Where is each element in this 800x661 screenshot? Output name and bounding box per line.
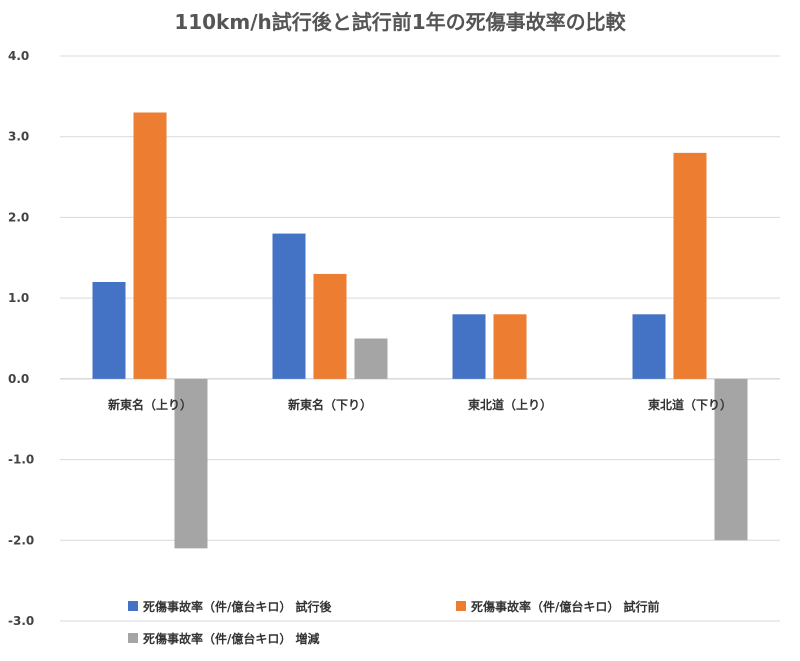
- bar: [92, 282, 126, 379]
- legend-label: 死傷事故率（件/億台キロ） 試行後: [143, 599, 333, 614]
- bar: [272, 233, 306, 379]
- gridlines: [60, 55, 780, 622]
- legend-swatch: [128, 633, 138, 643]
- y-axis-ticks: 4.0 3.0 2.0 1.0 0.0 -1.0 -2.0 -3.0: [8, 49, 34, 628]
- category-label: 東北道（上り）: [468, 397, 552, 412]
- legend-swatch: [128, 601, 138, 611]
- bars: [92, 112, 748, 549]
- category-label: 東北道（下り）: [648, 397, 732, 412]
- y-tick-label: 2.0: [8, 210, 29, 224]
- y-tick-label: -3.0: [8, 614, 34, 628]
- y-tick-label: -2.0: [8, 533, 34, 547]
- legend-swatch: [456, 601, 466, 611]
- bar: [493, 314, 527, 379]
- y-tick-label: 1.0: [8, 291, 29, 305]
- bar: [673, 152, 707, 379]
- bar: [452, 314, 486, 379]
- chart-title: 110km/h試行後と試行前1年の死傷事故率の比較: [174, 10, 626, 34]
- category-labels: 新東名（上り） 新東名（下り） 東北道（上り） 東北道（下り）: [108, 397, 732, 412]
- y-tick-label: 3.0: [8, 130, 29, 144]
- legend-label: 死傷事故率（件/億台キロ） 試行前: [471, 599, 660, 614]
- category-label: 新東名（上り）: [108, 397, 192, 412]
- bar: [714, 378, 748, 541]
- legend-label: 死傷事故率（件/億台キロ） 増減: [143, 631, 320, 646]
- y-tick-label: 0.0: [8, 372, 29, 386]
- legend: 死傷事故率（件/億台キロ） 試行後 死傷事故率（件/億台キロ） 試行前死傷事故率（…: [128, 599, 660, 646]
- bar: [354, 338, 388, 379]
- bar: [133, 112, 167, 379]
- bar: [632, 314, 666, 379]
- bar: [313, 273, 347, 379]
- y-tick-label: -1.0: [8, 453, 34, 467]
- category-label: 新東名（下り）: [288, 397, 372, 412]
- bar: [174, 378, 208, 549]
- y-tick-label: 4.0: [8, 49, 29, 63]
